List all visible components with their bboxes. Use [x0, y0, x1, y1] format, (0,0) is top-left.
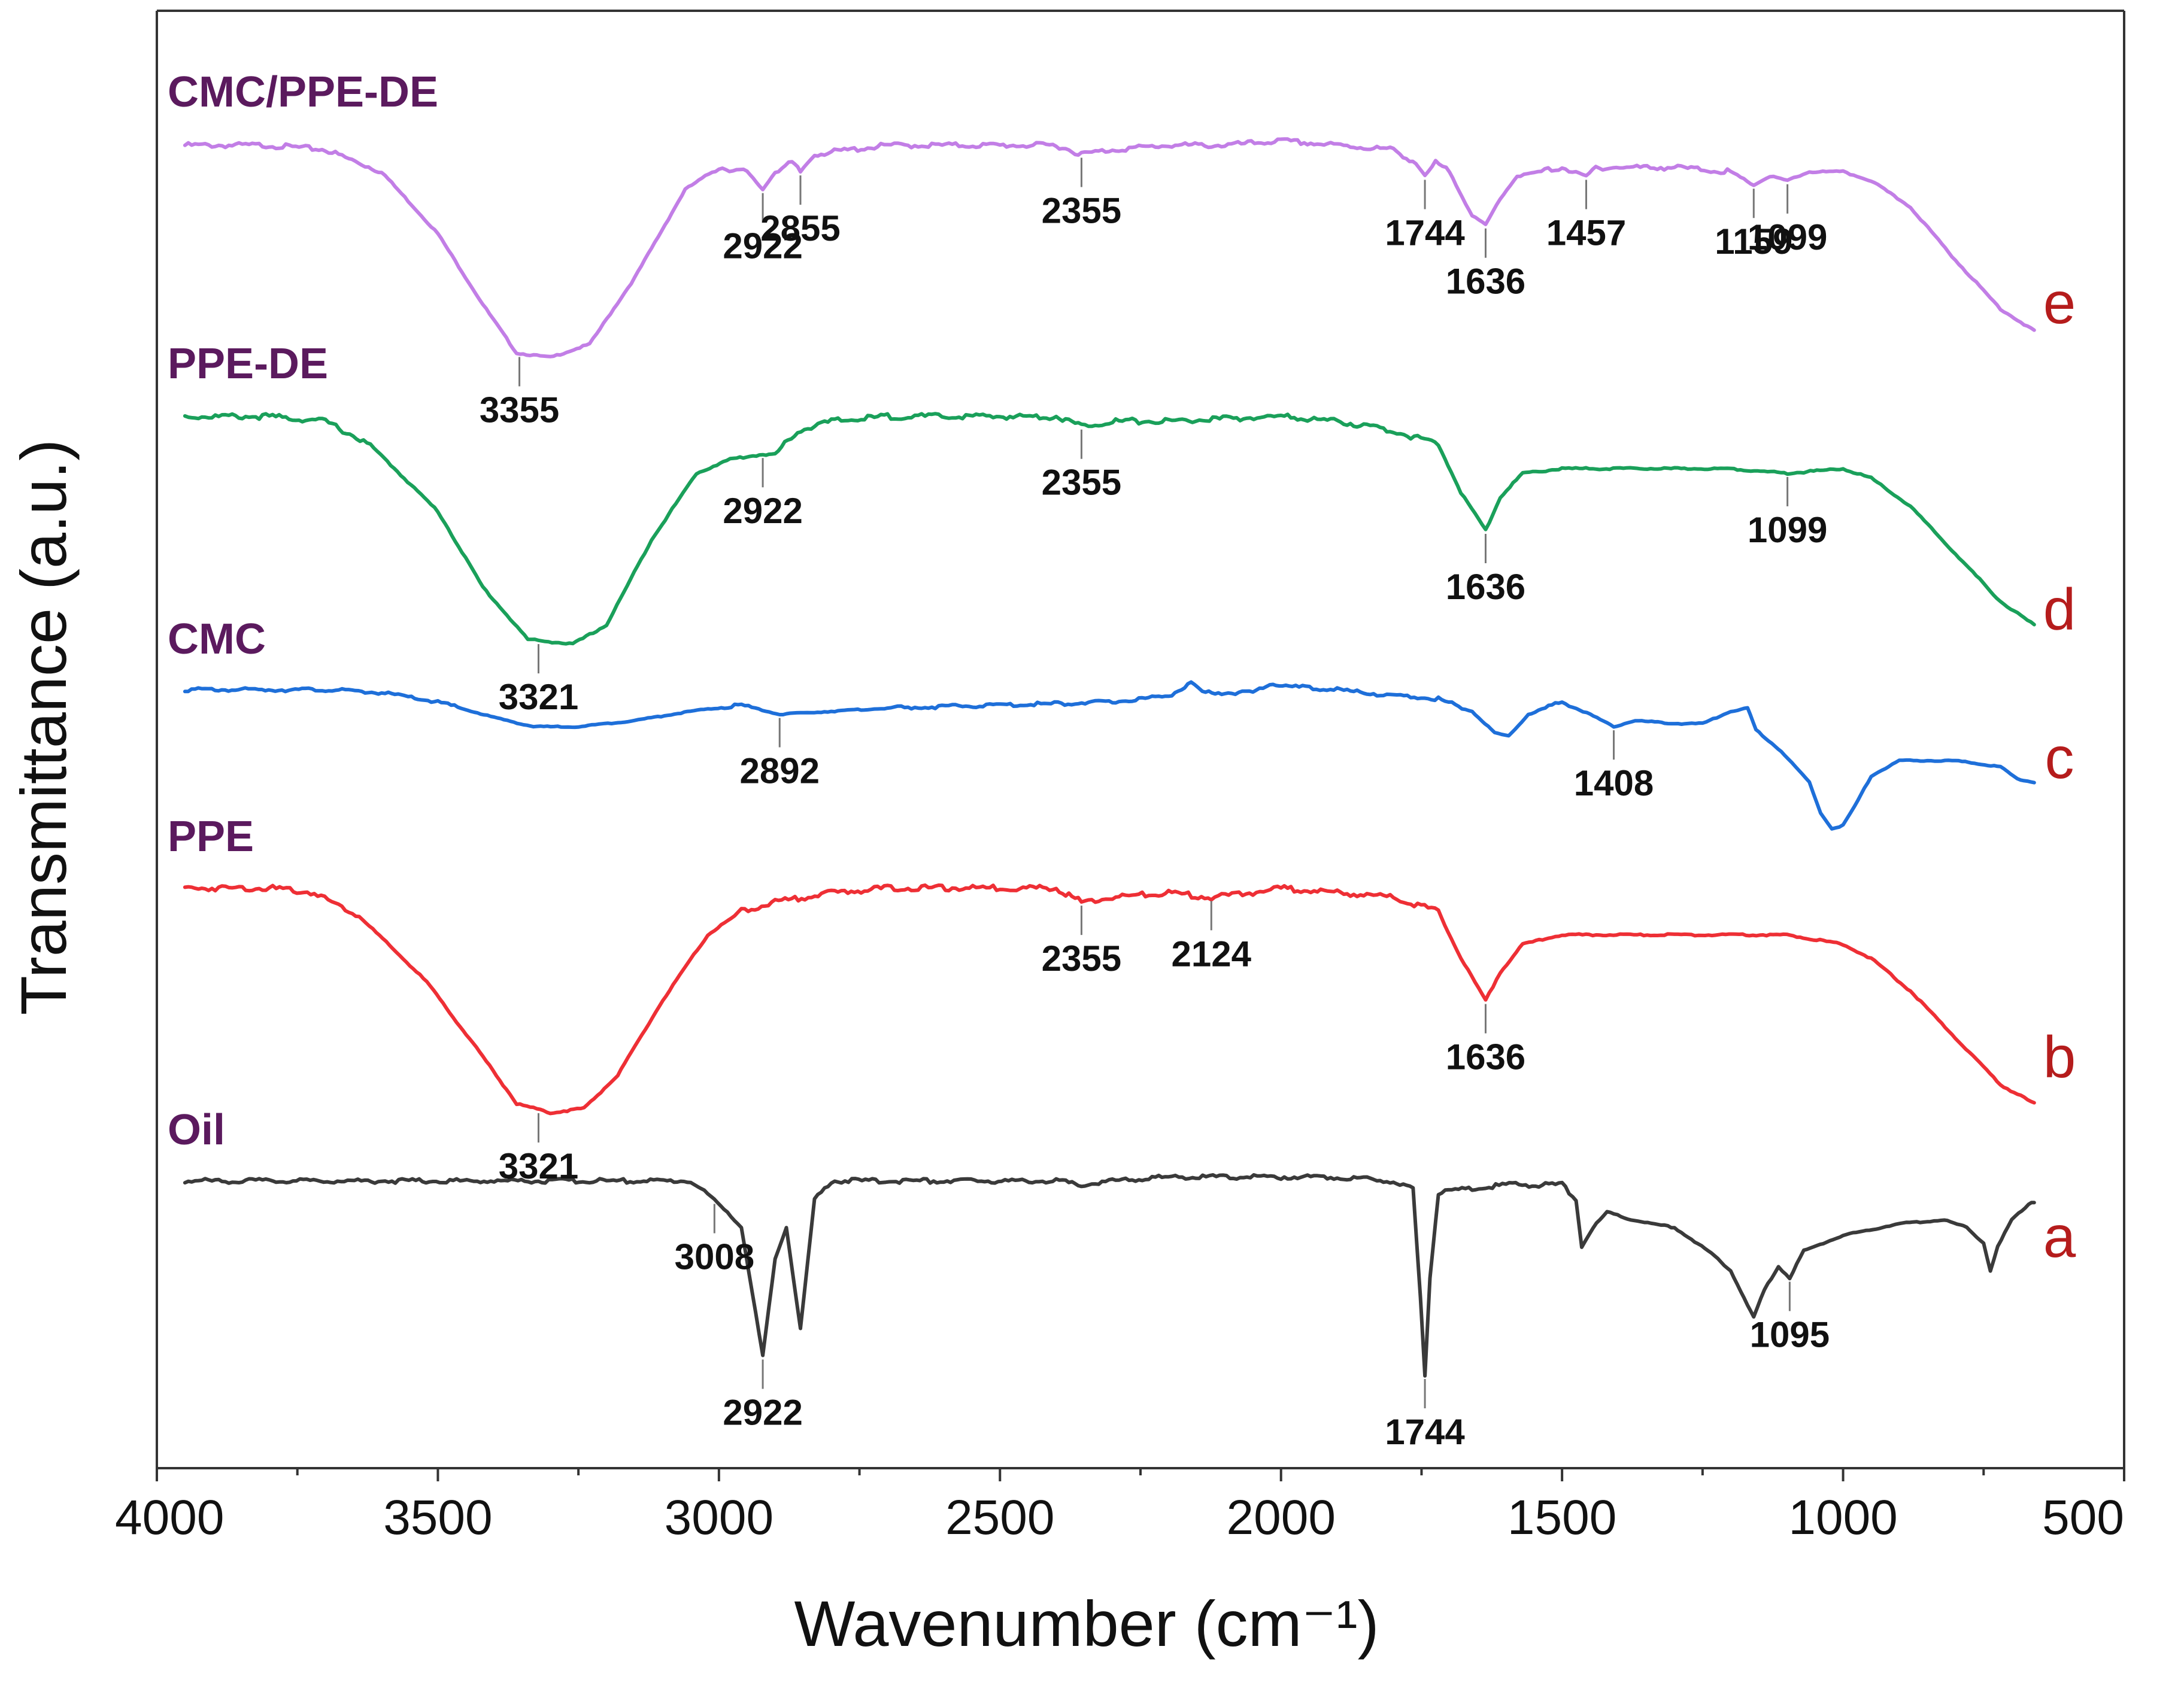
x-tick-label: 4000 [115, 1490, 224, 1545]
x-tick-label: 3500 [383, 1490, 492, 1545]
annotation-label: 2922 [723, 1393, 802, 1433]
annotation-label: 2892 [740, 751, 820, 791]
x-tick-label: 3000 [665, 1490, 774, 1545]
annotation-label: 2922 [723, 226, 802, 266]
annotation-label: 3355 [480, 390, 559, 430]
series-line-e [183, 137, 2036, 359]
series-name-a: Oil [168, 1106, 225, 1154]
x-tick-label: 2000 [1227, 1490, 1336, 1545]
annotation-label: 1408 [1574, 763, 1654, 803]
series-letter-b: b [2043, 1024, 2076, 1090]
annotation-label: 3321 [499, 677, 578, 717]
annotation-label: 1636 [1446, 567, 1525, 607]
annotation-label: 1636 [1446, 262, 1525, 302]
series-line-d [183, 412, 2036, 646]
x-tick-label: 1000 [1788, 1490, 1897, 1545]
series-line-b [183, 883, 2036, 1116]
x-tick-label: 2500 [945, 1490, 1054, 1545]
annotation-label: 2855 [760, 208, 840, 248]
y-axis-title: Transmittance (a.u.) [7, 439, 80, 1015]
series-line-a [183, 1173, 2036, 1378]
annotation-label: 1159 [1715, 221, 1792, 262]
annotation-label: 2124 [1172, 934, 1252, 974]
series-name-c: CMC [168, 615, 266, 663]
series-letter-d: d [2043, 576, 2076, 642]
annotation-label: 3008 [675, 1237, 754, 1277]
annotation-label: 3321 [499, 1146, 578, 1186]
annotation-label: 2355 [1042, 938, 1121, 979]
annotation-label: 1744 [1385, 1412, 1465, 1452]
annotation-label: 2355 [1042, 463, 1121, 503]
x-tick-label: 500 [2042, 1490, 2124, 1545]
series-line-c [183, 680, 2036, 831]
series-letter-e: e [2043, 270, 2076, 336]
annotation-label: 1099 [1748, 217, 1827, 257]
annotation-label: 1099 [1748, 510, 1827, 550]
annotation-label: 2922 [723, 491, 802, 531]
annotation-label: 1636 [1446, 1037, 1525, 1077]
series-name-b: PPE [168, 813, 254, 861]
annotation-label: 2355 [1042, 191, 1121, 231]
x-tick-label: 1500 [1507, 1490, 1616, 1545]
series-name-e: CMC/PPE-DE [168, 68, 438, 116]
series-letter-c: c [2045, 725, 2074, 791]
annotation-label: 1457 [1546, 212, 1626, 253]
x-axis-title: Wavenumber (cm⁻¹) [794, 1587, 1379, 1660]
annotation-label: 1095 [1750, 1315, 1830, 1355]
series-letter-a: a [2043, 1204, 2076, 1269]
series-name-d: PPE-DE [168, 340, 328, 388]
annotation-label: 1744 [1385, 212, 1465, 253]
